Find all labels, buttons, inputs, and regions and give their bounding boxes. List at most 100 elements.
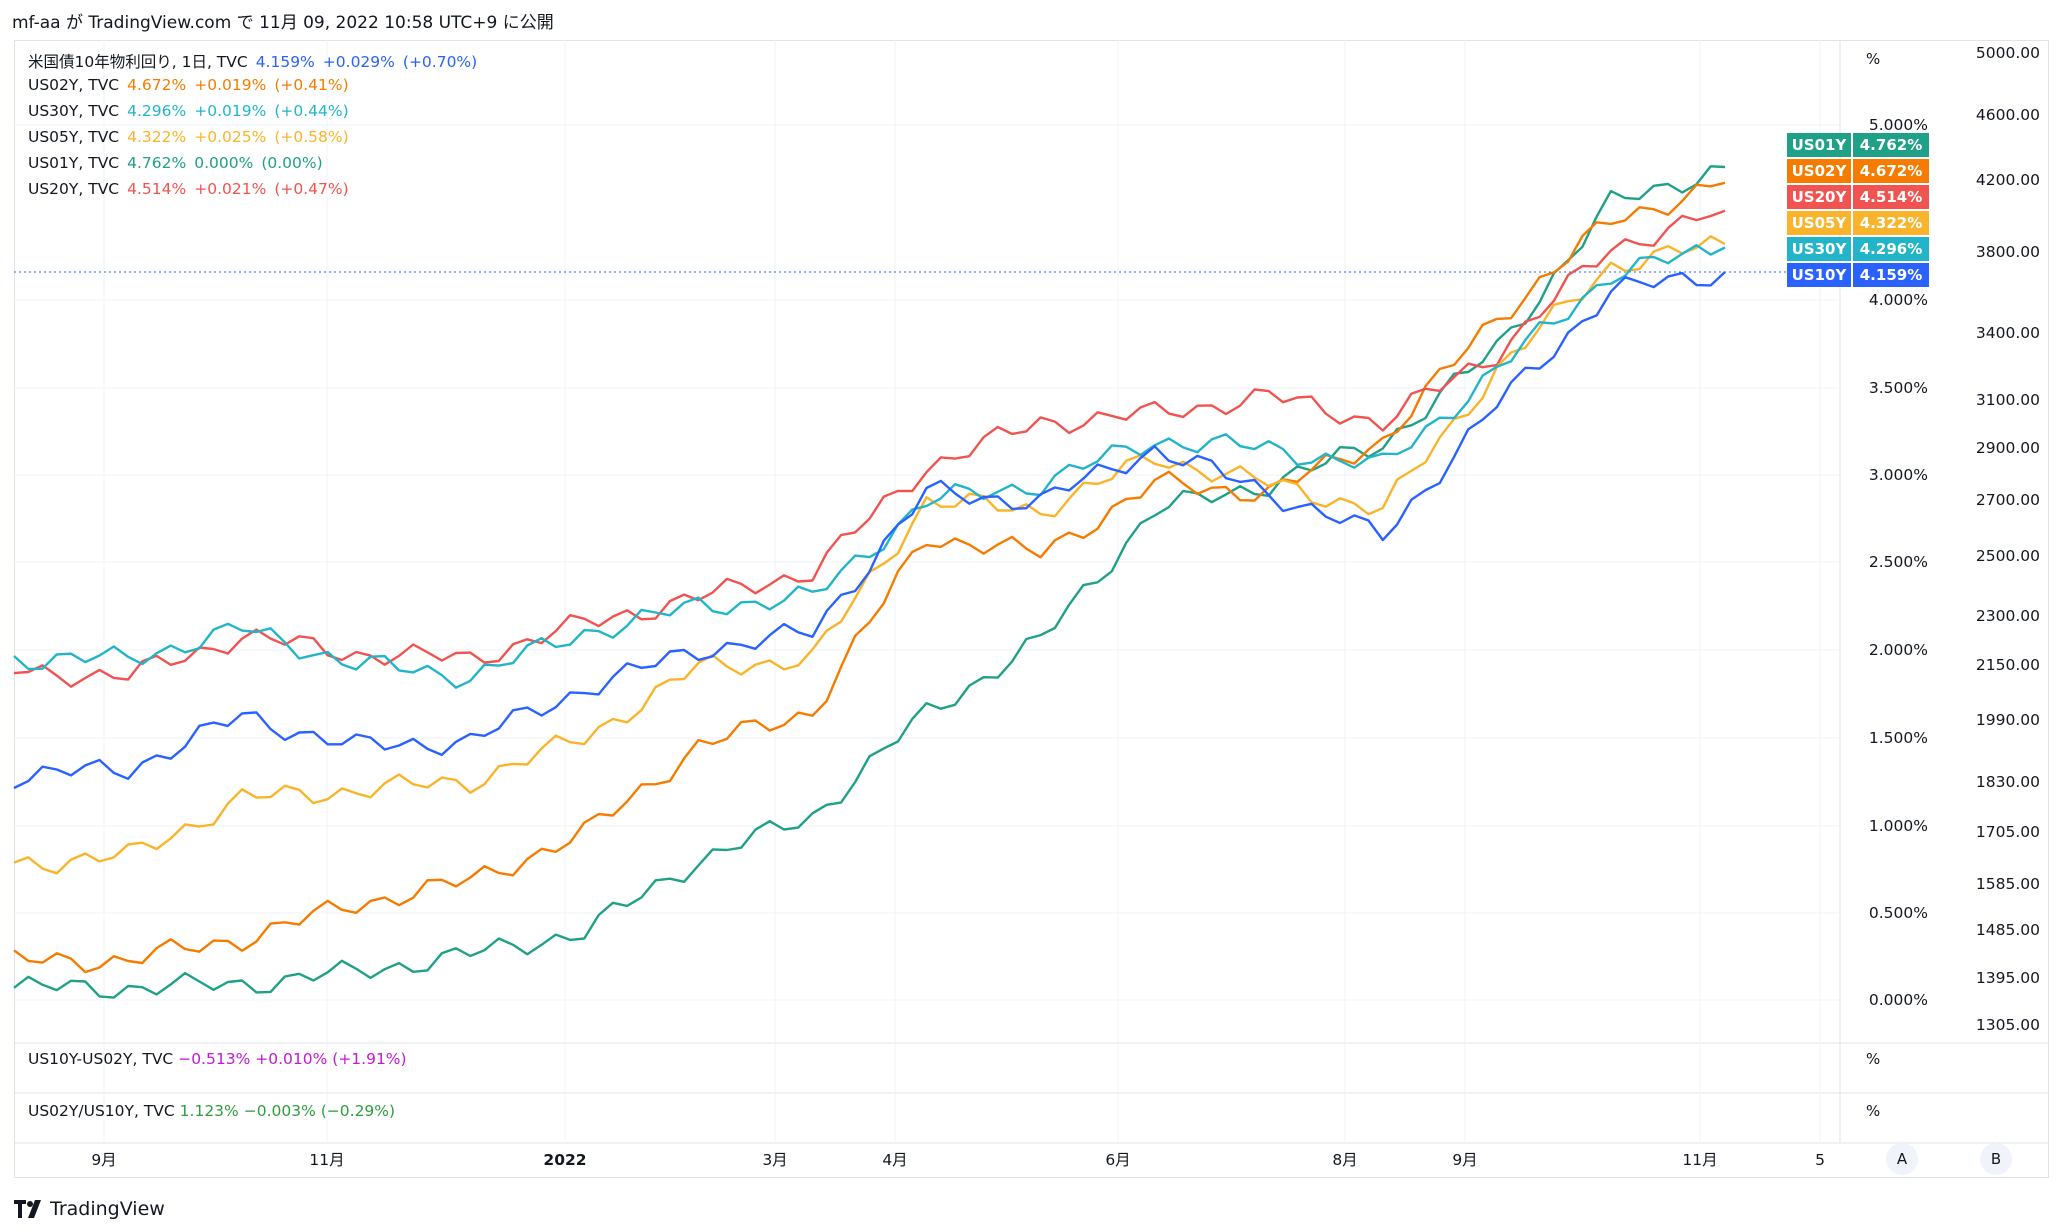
publish-header: mf-aa が TradingView.com で 11月 09, 2022 1… xyxy=(12,13,554,33)
pane-value: 1.123% xyxy=(179,1102,239,1120)
badge-value-bg xyxy=(1853,185,1929,209)
badge-symbol-bg xyxy=(1787,133,1851,157)
pane-unit-2: % xyxy=(1866,1102,1881,1120)
price-tick-label: 1305.00 xyxy=(1976,1016,2040,1034)
badge-value: 4.159% xyxy=(1860,266,1922,284)
price-tick-label: 1395.00 xyxy=(1976,969,2040,987)
legend-pct: (0.00%) xyxy=(261,154,323,172)
legend-row[interactable]: US02Y, TVC 4.672% +0.019% (+0.41%) xyxy=(28,76,357,94)
legend-value: 4.514% xyxy=(127,180,187,198)
price-tick-label: 1990.00 xyxy=(1976,711,2040,729)
tv-logo-icon xyxy=(14,1200,41,1218)
time-tick-label: 4月 xyxy=(882,1151,907,1169)
legend-change: +0.029% xyxy=(322,53,395,71)
axis-unit: % xyxy=(1866,50,1881,68)
price-tick-label: 1485.00 xyxy=(1976,921,2040,939)
price-tick-label: 3800.00 xyxy=(1976,243,2040,261)
series-line-us30y xyxy=(13,244,1726,689)
time-tick-label: 9月 xyxy=(1452,1151,1477,1169)
badge-symbol: US01Y xyxy=(1792,136,1848,154)
b-button[interactable]: B xyxy=(1980,1143,2012,1175)
series-line-us20y xyxy=(13,209,1726,688)
series-lines xyxy=(13,165,1726,999)
badge-value: 4.514% xyxy=(1860,188,1922,206)
badge-symbol: US02Y xyxy=(1792,162,1848,180)
time-tick-label: 6月 xyxy=(1105,1151,1130,1169)
series-line-us02y xyxy=(13,181,1726,974)
legend-row[interactable]: US20Y, TVC 4.514% +0.021% (+0.47%) xyxy=(28,180,357,198)
pane-pct: (−0.29%) xyxy=(320,1102,396,1120)
legend-pct: (+0.47%) xyxy=(274,180,349,198)
legend-value: 4.672% xyxy=(127,76,187,94)
price-tick-label: 2900.00 xyxy=(1976,439,2040,457)
legend-label: 米国債10年物利回り, 1日, TVC xyxy=(28,53,248,71)
legend-pct: (+0.70%) xyxy=(402,53,478,71)
legend-change: +0.021% xyxy=(194,180,267,198)
price-tick-label: 2150.00 xyxy=(1976,656,2040,674)
legend-pct: (+0.44%) xyxy=(274,102,349,120)
pct-tick-label: 5.000% xyxy=(1869,116,1928,134)
auto-scale-button[interactable]: A xyxy=(1886,1143,1918,1175)
pct-tick-label: 2.000% xyxy=(1869,641,1928,659)
pane-change: −0.003% xyxy=(243,1102,316,1120)
price-tick-label: 4600.00 xyxy=(1976,106,2040,124)
badge-value-bg xyxy=(1853,237,1929,261)
price-tick-label: 1705.00 xyxy=(1976,823,2040,841)
price-tick-label: 1830.00 xyxy=(1976,773,2040,791)
legend-value: 4.159% xyxy=(255,53,315,71)
badge-symbol: US10Y xyxy=(1792,266,1848,284)
legend-change: 0.000% xyxy=(194,154,254,172)
time-tick-label: 8月 xyxy=(1332,1151,1357,1169)
pct-tick-label: 0.000% xyxy=(1869,991,1928,1009)
pane-legend-spread: US10Y-US02Y, TVC −0.513% +0.010% (+1.91%… xyxy=(28,1050,407,1068)
time-tick-label: 2022 xyxy=(543,1151,586,1169)
badge-value: 4.296% xyxy=(1860,240,1922,258)
time-axis: 9月 11月 2022 3月 4月 6月 8月 9月 11月 5 xyxy=(91,1151,1825,1169)
gridlines xyxy=(14,40,2049,1144)
legend-row[interactable]: 米国債10年物利回り, 1日, TVC 4.159% +0.029% (+0.70%) xyxy=(28,50,485,72)
badge-value: 4.672% xyxy=(1860,162,1922,180)
price-tick-label: 1585.00 xyxy=(1976,875,2040,893)
badge-value-bg xyxy=(1853,211,1929,235)
badge-symbol-bg xyxy=(1787,237,1851,261)
legend-row[interactable]: US05Y, TVC 4.322% +0.025% (+0.58%) xyxy=(28,128,357,146)
pane-label: US02Y/US10Y, TVC xyxy=(28,1102,175,1120)
pct-tick-label: 3.500% xyxy=(1869,379,1928,397)
legend-row[interactable]: US01Y, TVC 4.762% 0.000% (0.00%) xyxy=(28,154,331,172)
legend-value: 4.296% xyxy=(127,102,187,120)
pct-tick-label: 1.500% xyxy=(1869,729,1928,747)
badge-value-bg xyxy=(1853,263,1929,287)
pct-tick-label: 3.000% xyxy=(1869,466,1928,484)
last-value-badges: US01Y 4.762% US02Y 4.672% US20Y 4.514% US05Y 4.… xyxy=(1787,133,1929,287)
percent-axis: 5.000% 4.000% 3.500% 3.000% 2.500% 2.000% 1.50… xyxy=(1869,116,1928,1009)
pane-label: US10Y-US02Y, TVC xyxy=(28,1050,174,1068)
series-line-us01y xyxy=(13,165,1726,999)
legend-label: US01Y, TVC xyxy=(28,154,120,172)
chart-frame xyxy=(14,40,2049,1178)
pane-legend-ratio: US02Y/US10Y, TVC 1.123% −0.003% (−0.29%) xyxy=(28,1102,395,1120)
price-tick-label: 2300.00 xyxy=(1976,607,2040,625)
pct-tick-label: 4.000% xyxy=(1869,291,1928,309)
legend-value: 4.762% xyxy=(127,154,187,172)
series-line-us10y xyxy=(13,271,1726,790)
badge-value: 4.322% xyxy=(1860,214,1922,232)
badge-value-bg xyxy=(1853,159,1929,183)
time-tick-label: 11月 xyxy=(1682,1151,1717,1169)
price-tick-label: 4200.00 xyxy=(1976,171,2040,189)
badge-symbol-bg xyxy=(1787,211,1851,235)
legend-pct: (+0.58%) xyxy=(274,128,349,146)
brand-label: TradingView xyxy=(50,1198,165,1220)
legend-label: US20Y, TVC xyxy=(28,180,120,198)
legend-row[interactable]: US30Y, TVC 4.296% +0.019% (+0.44%) xyxy=(28,102,357,120)
time-tick-label: 5 xyxy=(1815,1151,1825,1169)
pane-pct: (+1.91%) xyxy=(332,1050,407,1068)
price-axis: 5000.00 4600.00 4200.00 3800.00 3400.00 3100.… xyxy=(1976,44,2040,1034)
badge-symbol-bg xyxy=(1787,185,1851,209)
price-tick-label: 3400.00 xyxy=(1976,324,2040,342)
price-tick-label: 3100.00 xyxy=(1976,391,2040,409)
time-tick-label: 9月 xyxy=(91,1151,116,1169)
pane-unit-1: % xyxy=(1866,1050,1881,1068)
time-tick-label: 3月 xyxy=(762,1151,787,1169)
tradingview-logo[interactable]: TradingView xyxy=(14,1198,165,1220)
